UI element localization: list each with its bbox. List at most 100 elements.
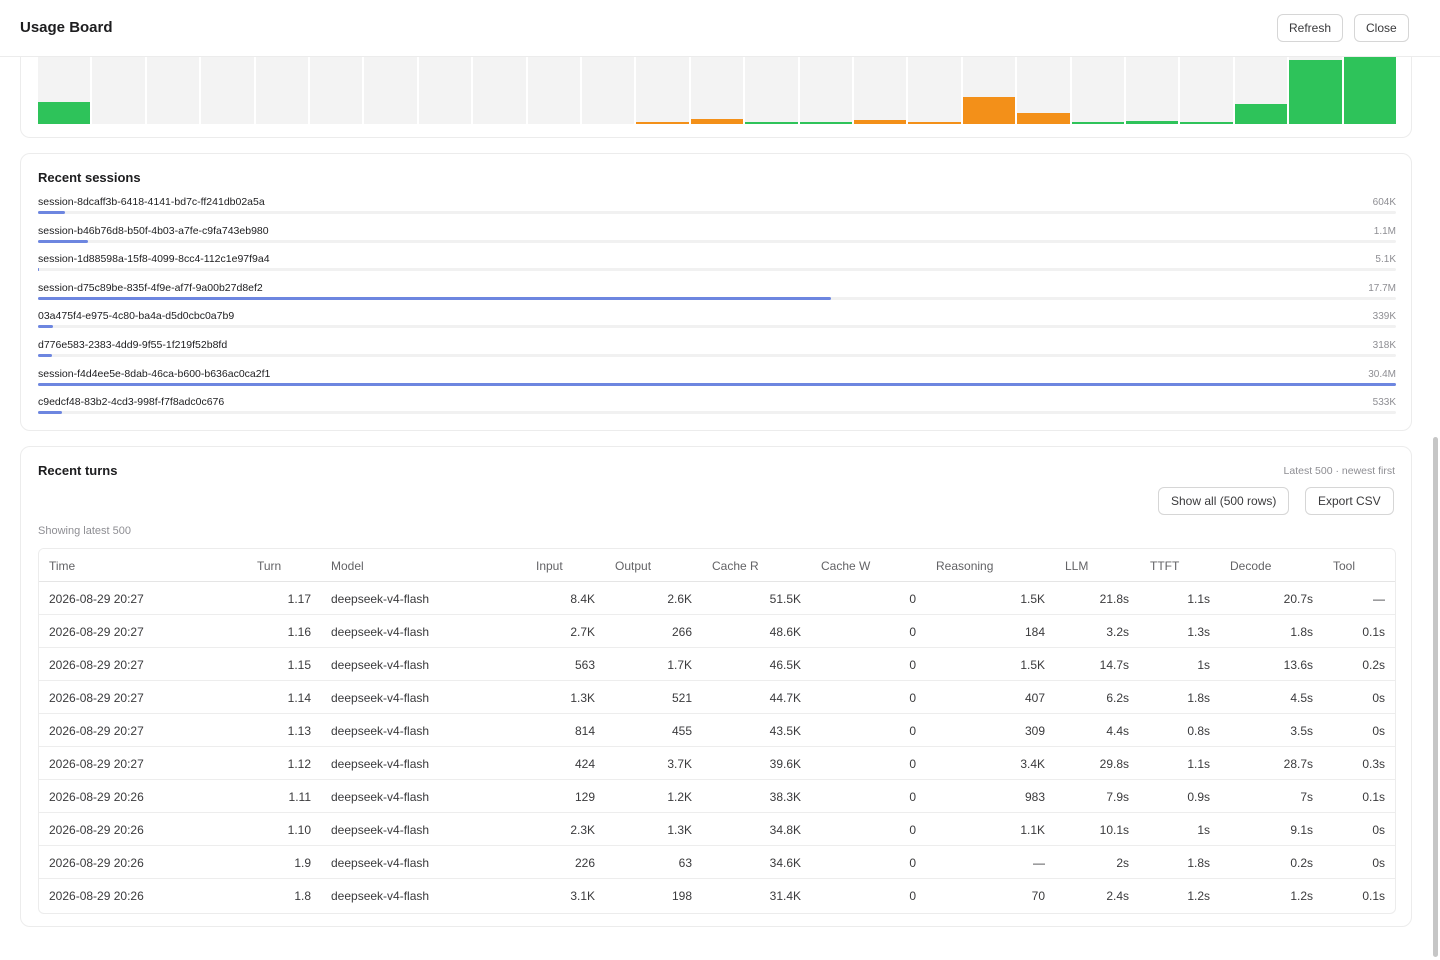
refresh-button[interactable]: Refresh bbox=[1277, 14, 1344, 42]
session-row[interactable]: session-f4d4ee5e-8dab-46ca-b600-b636ac0c… bbox=[38, 368, 1396, 392]
table-row[interactable]: 2026-08-29 20:27 1.17 deepseek-v4-flash 8.4… bbox=[39, 582, 1395, 615]
session-row[interactable]: session-b46b76d8-b50f-4b03-a7fe-c9fa743e… bbox=[38, 225, 1396, 249]
cell-cache-r: 39.6K bbox=[769, 757, 801, 771]
session-usage-bar bbox=[38, 354, 1396, 357]
chart-bar-cell bbox=[1234, 57, 1288, 124]
cell-input: 8.4K bbox=[570, 592, 595, 606]
chart-bar-cell bbox=[255, 57, 308, 124]
column-header-reasoning[interactable]: Reasoning bbox=[936, 559, 994, 573]
session-name: session-f4d4ee5e-8dab-46ca-b600-b636ac0c… bbox=[38, 367, 271, 380]
usage-bar-chart bbox=[38, 57, 1396, 124]
cell-time: 2026-08-29 20:27 bbox=[49, 757, 144, 771]
session-name: session-d75c89be-835f-4f9e-af7f-9a00b27d… bbox=[38, 281, 263, 294]
chart-bar-cell bbox=[962, 57, 1016, 124]
session-name: c9edcf48-83b2-4cd3-998f-f7f8adc0c676 bbox=[38, 396, 225, 409]
cell-reasoning: 407 bbox=[1024, 691, 1045, 705]
column-header-cache-w[interactable]: Cache W bbox=[821, 559, 871, 573]
column-header-time[interactable]: Time bbox=[49, 559, 76, 573]
cell-turn: 1.13 bbox=[287, 724, 311, 738]
column-header-output[interactable]: Output bbox=[615, 559, 652, 573]
session-name: 03a475f4-e975-4c80-ba4a-d5d0cbc0a7b9 bbox=[38, 310, 235, 323]
column-header-tool[interactable]: Tool bbox=[1333, 559, 1356, 573]
cell-llm: 7.9s bbox=[1106, 790, 1129, 804]
cell-model: deepseek-v4-flash bbox=[331, 592, 430, 606]
table-row[interactable]: 2026-08-29 20:27 1.15 deepseek-v4-flash 563… bbox=[39, 648, 1395, 681]
session-token-count: 339K bbox=[1372, 311, 1396, 323]
cell-tool: 0.2s bbox=[1362, 658, 1385, 672]
session-row[interactable]: session-8dcaff3b-6418-4141-bd7c-ff241db0… bbox=[38, 196, 1396, 220]
cell-decode: 13.6s bbox=[1283, 658, 1313, 672]
chart-bar-cell bbox=[92, 57, 145, 124]
chart-bar-cell bbox=[745, 57, 798, 124]
cell-turn: 1.12 bbox=[287, 757, 311, 771]
column-header-decode[interactable]: Decode bbox=[1230, 559, 1272, 573]
column-header-llm[interactable]: LLM bbox=[1065, 559, 1089, 573]
cell-llm: 21.8s bbox=[1099, 592, 1129, 606]
chart-bar-cell bbox=[473, 57, 526, 124]
cell-input: 1.3K bbox=[570, 691, 595, 705]
session-usage-fill bbox=[38, 411, 63, 415]
session-token-count: 17.7M bbox=[1368, 282, 1396, 294]
cell-output: 1.3K bbox=[667, 823, 692, 837]
column-header-turn[interactable]: Turn bbox=[257, 559, 282, 573]
cell-tool: 0s bbox=[1372, 856, 1385, 870]
cell-model: deepseek-v4-flash bbox=[331, 790, 430, 804]
table-row[interactable]: 2026-08-29 20:26 1.10 deepseek-v4-flash 2.3… bbox=[39, 813, 1395, 846]
cell-input: 2.7K bbox=[570, 625, 595, 639]
cell-output: 1.7K bbox=[667, 658, 692, 672]
chart-bar-cell bbox=[364, 57, 417, 124]
chart-bar bbox=[1289, 60, 1342, 124]
session-usage-fill bbox=[38, 268, 40, 272]
show-all-button[interactable]: Show all (500 rows) bbox=[1158, 487, 1290, 515]
cell-turn: 1.14 bbox=[287, 691, 311, 705]
cell-reasoning: 1.5K bbox=[1020, 592, 1045, 606]
session-name: session-b46b76d8-b50f-4b03-a7fe-c9fa743e… bbox=[38, 224, 269, 237]
scrollbar-thumb[interactable] bbox=[1433, 437, 1438, 957]
cell-output: 63 bbox=[678, 856, 692, 870]
cell-model: deepseek-v4-flash bbox=[331, 889, 430, 903]
cell-llm: 14.7s bbox=[1099, 658, 1129, 672]
chart-bar bbox=[799, 122, 852, 124]
cell-turn: 1.16 bbox=[287, 625, 311, 639]
cell-reasoning: 983 bbox=[1024, 790, 1045, 804]
session-row[interactable]: session-1d88598a-15f8-4099-8cc4-112c1e97… bbox=[38, 253, 1396, 277]
table-row[interactable]: 2026-08-29 20:27 1.14 deepseek-v4-flash 1.3… bbox=[39, 681, 1395, 714]
chart-bar-cell bbox=[1071, 57, 1124, 124]
table-row[interactable]: 2026-08-29 20:27 1.13 deepseek-v4-flash 814… bbox=[39, 714, 1395, 747]
chart-bar bbox=[1126, 121, 1179, 124]
turns-meta: Latest 500 · newest first bbox=[1283, 465, 1395, 477]
export-csv-button[interactable]: Export CSV bbox=[1305, 487, 1394, 515]
session-row[interactable]: 03a475f4-e975-4c80-ba4a-d5d0cbc0a7b9 339K bbox=[38, 310, 1396, 334]
cell-tool: 0.3s bbox=[1362, 757, 1385, 771]
table-row[interactable]: 2026-08-29 20:26 1.9 deepseek-v4-flash 226 6… bbox=[39, 846, 1395, 879]
column-header-model[interactable]: Model bbox=[331, 559, 364, 573]
session-row[interactable]: session-d75c89be-835f-4f9e-af7f-9a00b27d… bbox=[38, 282, 1396, 306]
cell-model: deepseek-v4-flash bbox=[331, 856, 430, 870]
cell-turn: 1.17 bbox=[287, 592, 311, 606]
table-row[interactable]: 2026-08-29 20:27 1.12 deepseek-v4-flash 424… bbox=[39, 747, 1395, 780]
session-token-count: 1.1M bbox=[1373, 225, 1396, 237]
cell-ttft: 1s bbox=[1197, 823, 1210, 837]
cell-input: 424 bbox=[574, 757, 595, 771]
cell-cache-w: 0 bbox=[909, 592, 916, 606]
cell-decode: 0.2s bbox=[1290, 856, 1313, 870]
column-header-input[interactable]: Input bbox=[536, 559, 563, 573]
table-row[interactable]: 2026-08-29 20:26 1.8 deepseek-v4-flash 3.1K… bbox=[39, 879, 1395, 912]
cell-decode: 3.5s bbox=[1290, 724, 1313, 738]
session-row[interactable]: c9edcf48-83b2-4cd3-998f-f7f8adc0c676 533K bbox=[38, 396, 1396, 420]
page-scrollbar[interactable] bbox=[1430, 57, 1440, 960]
table-row[interactable]: 2026-08-29 20:27 1.16 deepseek-v4-flash 2.7… bbox=[39, 615, 1395, 648]
cell-reasoning: 1.1K bbox=[1020, 823, 1045, 837]
chart-bar-cell bbox=[582, 57, 635, 124]
close-button[interactable]: Close bbox=[1354, 14, 1409, 42]
cell-decode: 1.2s bbox=[1290, 889, 1313, 903]
chart-bar-cell bbox=[1289, 57, 1342, 124]
session-usage-bar bbox=[38, 382, 1396, 386]
column-header-ttft[interactable]: TTFT bbox=[1150, 559, 1180, 573]
session-usage-fill bbox=[38, 239, 89, 243]
table-row[interactable]: 2026-08-29 20:26 1.11 deepseek-v4-flash 129… bbox=[39, 780, 1395, 813]
column-header-cache-r[interactable]: Cache R bbox=[712, 559, 759, 573]
session-row[interactable]: d776e583-2383-4dd9-9f55-1f219f52b8fd 318K bbox=[38, 339, 1396, 363]
cell-cache-r: 34.6K bbox=[769, 856, 801, 870]
cell-tool: — bbox=[1373, 592, 1385, 606]
